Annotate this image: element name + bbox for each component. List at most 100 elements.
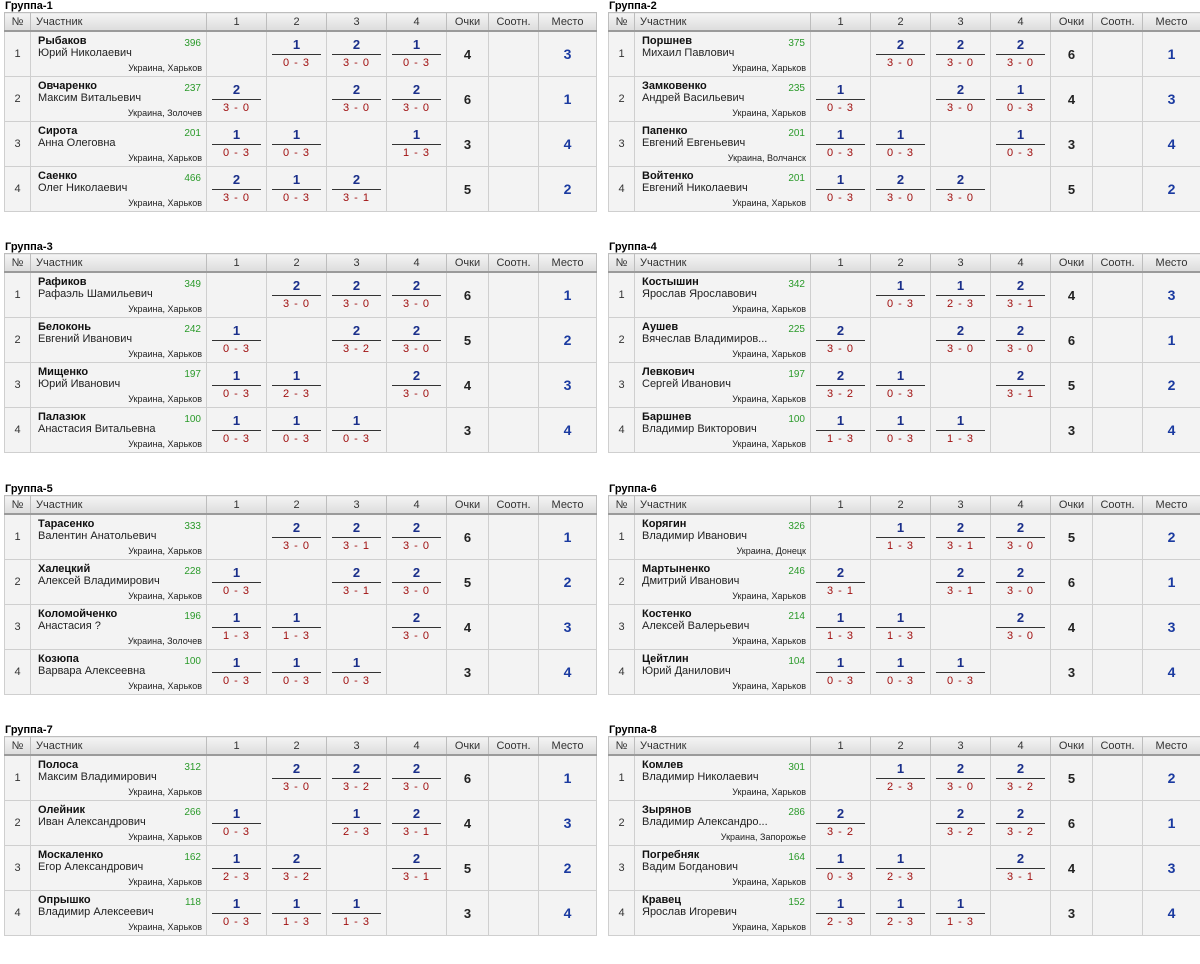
match-points: 1 [292, 896, 301, 911]
match-points: 1 [292, 127, 301, 142]
total-points: 4 [1050, 604, 1093, 650]
match-result-cell: 1 1 - 3 [870, 513, 931, 560]
place-header: Место [1142, 495, 1200, 515]
match-points: 1 [232, 610, 241, 625]
match-score: 3 - 0 [946, 781, 974, 793]
match-divider [816, 99, 865, 100]
match-result-cell: 1 0 - 3 [206, 317, 267, 363]
player-surname: Москаленко [38, 849, 104, 861]
match-divider [876, 672, 925, 673]
player-rating: 201 [184, 128, 201, 139]
player-surname: Войтенко [642, 170, 694, 182]
header-row: № Участник 1 2 3 4 Очки Соотн. Место [4, 495, 597, 515]
match-points: 1 [1016, 127, 1025, 142]
place-value: 3 [538, 362, 597, 408]
match-divider [816, 582, 865, 583]
match-result-cell: 1 0 - 3 [206, 362, 267, 408]
player-location: Украина, Харьков [128, 439, 202, 449]
player-location: Украина, Харьков [128, 681, 202, 691]
match-divider [212, 340, 261, 341]
match-points: 1 [292, 368, 301, 383]
player-number: 3 [608, 362, 635, 408]
match-result-cell: 2 3 - 1 [930, 559, 991, 605]
player-rating: 349 [184, 279, 201, 290]
match-score: 1 - 3 [222, 630, 250, 642]
header-row: № Участник 1 2 3 4 Очки Соотн. Место [608, 736, 1200, 756]
player-given-name: Рафаэль Шамильевич [38, 288, 153, 300]
player-rating: 214 [788, 611, 805, 622]
player-location: Украина, Харьков [128, 153, 202, 163]
player-rating: 466 [184, 173, 201, 184]
group-table: № Участник 1 2 3 4 Очки Соотн. Место 1 Костышин Яро… [608, 253, 1200, 453]
player-surname: Кравец [642, 894, 682, 906]
self-match-cell [990, 407, 1051, 453]
player-cell: Овчаренко Максим Витальевич 237 Украина, Зо… [30, 76, 207, 122]
player-rating: 197 [184, 369, 201, 380]
ratio-cell [488, 271, 539, 318]
self-match-cell [266, 800, 327, 846]
match-result-cell: 1 0 - 3 [206, 649, 267, 695]
player-location: Украина, Харьков [128, 198, 202, 208]
match-divider [392, 868, 441, 869]
match-points: 2 [352, 565, 361, 580]
group-table: № Участник 1 2 3 4 Очки Соотн. Место 1 Комлев Влади… [608, 736, 1200, 936]
player-location: Украина, Харьков [128, 304, 202, 314]
match-points: 1 [232, 806, 241, 821]
player-number: 4 [608, 407, 635, 453]
player-surname: Саенко [38, 170, 78, 182]
match-score: 3 - 1 [1006, 871, 1034, 883]
participant-header: Участник [30, 253, 207, 273]
match-points: 1 [896, 655, 905, 670]
player-number: 1 [4, 271, 31, 318]
player-row: 4 Цейтлин Юрий Данилович 104 Украина, Харько… [608, 649, 1200, 695]
player-surname: Овчаренко [38, 80, 97, 92]
player-number: 4 [608, 166, 635, 212]
group-title: Группа-5 [5, 483, 53, 495]
player-given-name: Валентин Анатольевич [38, 530, 157, 542]
col-4-header: 4 [386, 736, 447, 756]
match-divider [936, 913, 985, 914]
player-location: Украина, Запорожье [720, 832, 806, 842]
player-row: 1 Рафиков Рафаэль Шамильевич 349 Украина, Ха… [4, 271, 597, 318]
match-result-cell: 1 1 - 3 [266, 890, 327, 936]
match-result-cell: 2 3 - 2 [990, 800, 1051, 846]
player-number: 2 [4, 76, 31, 122]
match-divider [816, 340, 865, 341]
group-table: № Участник 1 2 3 4 Очки Соотн. Место 1 Полоса Макси… [4, 736, 597, 936]
match-result-cell: 1 0 - 3 [206, 559, 267, 605]
match-points: 1 [292, 610, 301, 625]
ratio-cell [488, 559, 539, 605]
match-score: 1 - 3 [826, 433, 854, 445]
match-result-cell: 1 0 - 3 [326, 407, 387, 453]
match-divider [996, 627, 1045, 628]
match-points: 2 [352, 82, 361, 97]
match-points: 2 [1016, 610, 1025, 625]
player-rating: 225 [788, 324, 805, 335]
player-number: 2 [4, 800, 31, 846]
player-rating: 246 [788, 566, 805, 577]
match-score: 3 - 0 [946, 192, 974, 204]
player-number: 3 [608, 604, 635, 650]
player-rating: 118 [185, 897, 201, 908]
match-score: 0 - 3 [826, 192, 854, 204]
player-given-name: Владимир Александро... [642, 816, 768, 828]
player-number: 4 [608, 890, 635, 936]
group-title: Группа-8 [609, 724, 657, 736]
ratio-cell [1092, 317, 1143, 363]
player-location: Украина, Харьков [732, 787, 806, 797]
self-match-cell [930, 604, 991, 650]
player-given-name: Олег Николаевич [38, 182, 128, 194]
total-points: 6 [446, 513, 489, 560]
player-cell: Козюпа Варвара Алексеевна 100 Украина, Харь… [30, 649, 207, 695]
match-points: 1 [836, 655, 845, 670]
player-cell: Белоконь Евгений Иванович 242 Украина, Харь… [30, 317, 207, 363]
match-result-cell: 1 0 - 3 [990, 76, 1051, 122]
match-points: 1 [232, 896, 241, 911]
player-surname: Замковенко [642, 80, 707, 92]
match-divider [392, 99, 441, 100]
player-rating: 100 [184, 414, 201, 425]
player-cell: Палазюк Анастасия Витальевна 100 Украина, Х… [30, 407, 207, 453]
match-divider [996, 582, 1045, 583]
total-points: 5 [1050, 362, 1093, 408]
match-score: 3 - 0 [402, 343, 430, 355]
